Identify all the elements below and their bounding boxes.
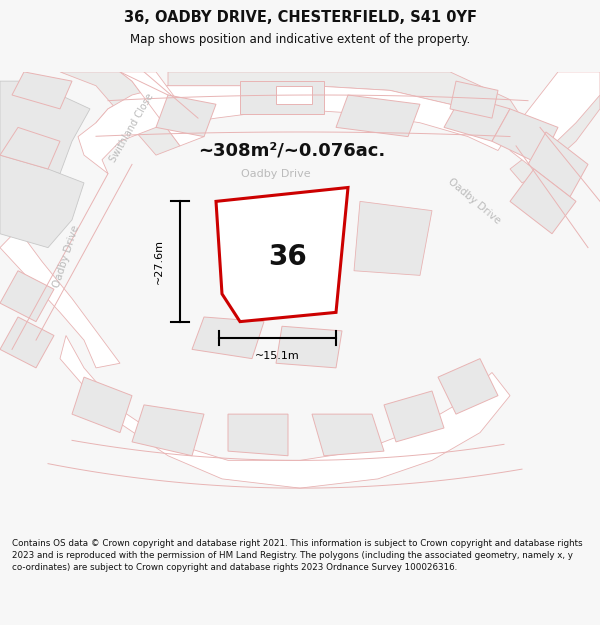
Polygon shape: [0, 271, 54, 322]
Polygon shape: [120, 72, 204, 146]
Polygon shape: [132, 405, 204, 456]
Polygon shape: [0, 127, 60, 169]
Polygon shape: [60, 336, 510, 488]
Text: ~27.6m: ~27.6m: [154, 239, 164, 284]
Text: Map shows position and indicative extent of the property.: Map shows position and indicative extent…: [130, 33, 470, 46]
Polygon shape: [240, 81, 324, 114]
Text: 36, OADBY DRIVE, CHESTERFIELD, S41 0YF: 36, OADBY DRIVE, CHESTERFIELD, S41 0YF: [124, 9, 476, 24]
Polygon shape: [384, 391, 444, 442]
Polygon shape: [450, 81, 498, 118]
Polygon shape: [510, 72, 600, 183]
Polygon shape: [492, 109, 558, 164]
Polygon shape: [438, 359, 498, 414]
Polygon shape: [240, 211, 324, 280]
Text: Oadby Drive: Oadby Drive: [241, 169, 311, 179]
Polygon shape: [12, 72, 72, 109]
Text: ~308m²/~0.076ac.: ~308m²/~0.076ac.: [198, 141, 385, 159]
Polygon shape: [444, 95, 510, 141]
Polygon shape: [0, 81, 90, 174]
Polygon shape: [78, 86, 510, 174]
Polygon shape: [276, 326, 342, 368]
Polygon shape: [192, 317, 264, 359]
Text: Swithland Close: Swithland Close: [108, 91, 156, 164]
Polygon shape: [216, 188, 348, 322]
Text: Oadby Drive: Oadby Drive: [446, 177, 502, 226]
Polygon shape: [312, 414, 384, 456]
Polygon shape: [72, 377, 132, 432]
Polygon shape: [0, 155, 84, 248]
Text: Oadby Drive: Oadby Drive: [51, 224, 81, 289]
Polygon shape: [276, 86, 312, 104]
Polygon shape: [354, 201, 432, 276]
Polygon shape: [156, 95, 216, 137]
Text: ~15.1m: ~15.1m: [255, 351, 300, 361]
Polygon shape: [96, 72, 522, 137]
Polygon shape: [228, 414, 288, 456]
Polygon shape: [336, 95, 420, 137]
Polygon shape: [0, 317, 54, 368]
Text: 36: 36: [269, 243, 307, 271]
Polygon shape: [510, 169, 576, 234]
Polygon shape: [510, 72, 600, 164]
Polygon shape: [0, 229, 120, 368]
Text: Contains OS data © Crown copyright and database right 2021. This information is : Contains OS data © Crown copyright and d…: [12, 539, 583, 572]
Polygon shape: [60, 72, 180, 155]
Polygon shape: [528, 132, 588, 197]
